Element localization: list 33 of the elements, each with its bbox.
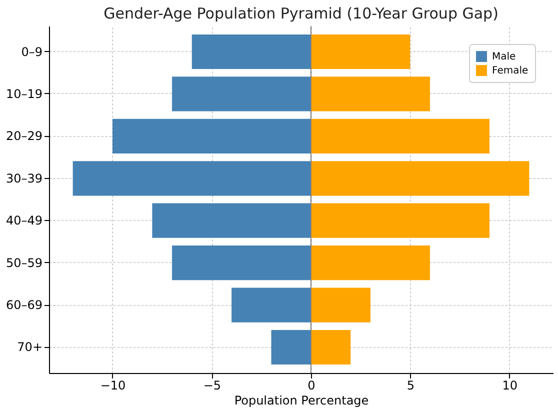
x-tick-label: 0 [308, 378, 316, 392]
bar [310, 76, 430, 112]
x-axis-title: Population Percentage [234, 394, 369, 408]
bar [271, 330, 311, 365]
bar [72, 161, 311, 196]
y-tick-label: 40–49 [6, 214, 42, 228]
legend-label: Male [492, 52, 516, 62]
legend-label: Female [492, 66, 528, 76]
bar [192, 34, 311, 70]
bar [172, 246, 311, 280]
bar [310, 203, 490, 238]
y-tick-label: 60–69 [6, 298, 42, 312]
bar [310, 118, 490, 154]
y-tick-label: 0–9 [21, 44, 42, 59]
x-tick-label: 5 [406, 378, 414, 392]
x-tick-label: 10 [502, 378, 518, 392]
y-tick-label: 30–39 [6, 171, 42, 186]
bar [310, 330, 351, 365]
y-tick-label: 20–29 [6, 129, 42, 144]
bar [152, 203, 311, 238]
y-tick-label: 50–59 [6, 256, 42, 270]
y-tick-label: 70+ [17, 340, 42, 354]
y-tick-label: 10–19 [6, 86, 42, 101]
chart-title: Gender-Age Population Pyramid (10-Year Group Gap) [104, 4, 498, 22]
x-tick-label: −5 [203, 378, 222, 392]
bar [310, 34, 410, 70]
bar [112, 118, 311, 154]
bar [310, 246, 430, 280]
bar [310, 161, 530, 196]
bar [310, 288, 370, 322]
bar [172, 76, 311, 112]
bar [232, 288, 311, 322]
x-tick-label: −10 [100, 378, 126, 392]
